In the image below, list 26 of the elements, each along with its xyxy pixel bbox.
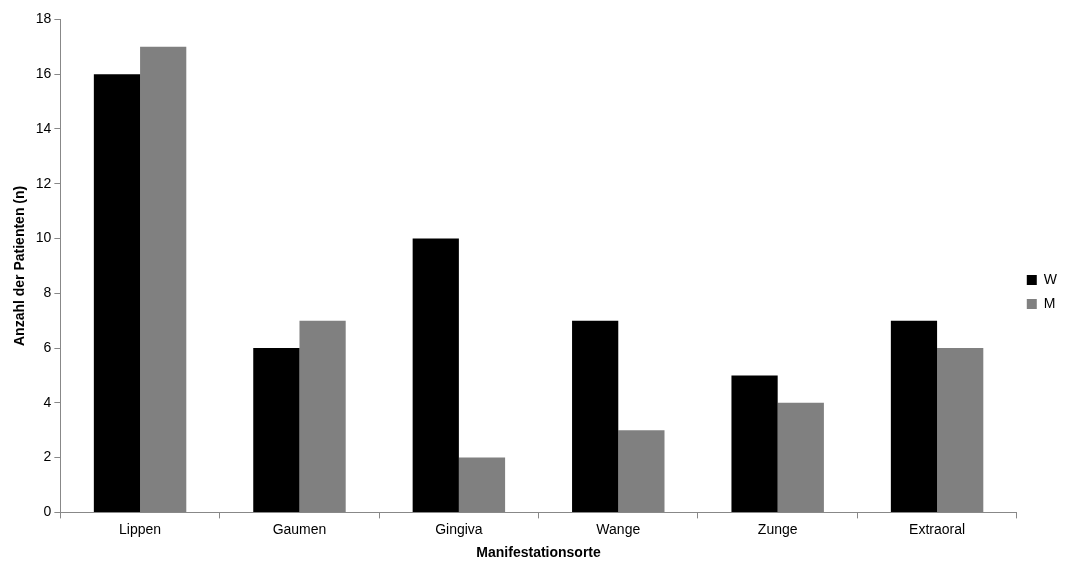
bar (412, 238, 459, 512)
bar (731, 375, 778, 512)
legend-label: M (1043, 294, 1056, 311)
x-tick-label: Wange (596, 520, 641, 537)
y-tick-label: 14 (35, 119, 52, 136)
bar (253, 348, 300, 512)
x-tick-label: Zunge (757, 520, 798, 537)
y-axis-title: Anzahl der Patienten (n) (11, 185, 28, 347)
x-tick-label: Gaumen (272, 520, 327, 537)
y-tick-label: 10 (35, 229, 52, 246)
y-tick-label: 12 (35, 174, 52, 191)
x-tick-label: Gingiva (435, 520, 483, 537)
bar (93, 74, 141, 512)
y-tick-label: 2 (43, 448, 52, 465)
x-axis-title: Manifestationsorte (476, 544, 602, 561)
y-tick-label: 6 (43, 338, 52, 355)
y-tick-label: 4 (43, 393, 52, 410)
x-tick-label: Extraoral (909, 520, 966, 537)
x-tick-label: Lippen (119, 520, 162, 537)
bar (890, 320, 938, 512)
y-tick-label: 18 (35, 10, 52, 27)
y-tick-label: 16 (35, 65, 52, 82)
legend-label: W (1043, 270, 1058, 287)
y-tick-label: 8 (43, 284, 52, 301)
bar (572, 320, 619, 512)
y-tick-label: 0 (43, 503, 52, 520)
